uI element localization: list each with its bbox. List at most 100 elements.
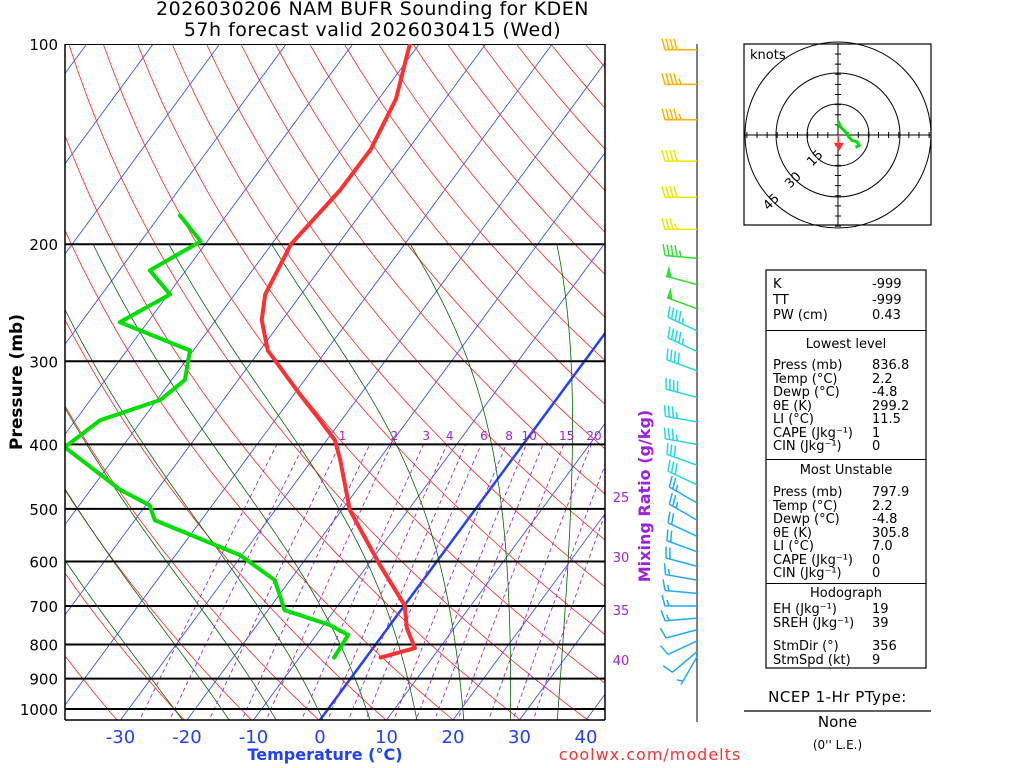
pressure-tick-label: 700 bbox=[29, 598, 58, 616]
moist-adiabat bbox=[65, 308, 324, 720]
pressure-tick-label: 100 bbox=[29, 36, 58, 54]
moist-adiabat bbox=[271, 243, 465, 720]
temperature-tick-label: 40 bbox=[575, 727, 598, 748]
mixing-ratio-line bbox=[139, 444, 278, 720]
chart-subtitle: 57h forecast valid 2026030415 (Wed) bbox=[183, 19, 562, 41]
panel-label: CIN (Jkg⁻¹) bbox=[773, 566, 842, 581]
temperature-tick-label: -10 bbox=[239, 727, 268, 748]
wind-barb bbox=[667, 326, 698, 353]
mixing-ratio-line bbox=[265, 444, 393, 720]
wind-barb bbox=[665, 265, 698, 286]
wind-barbs bbox=[659, 38, 698, 722]
panel-divider bbox=[766, 459, 926, 460]
wind-barb bbox=[666, 529, 698, 553]
wind-barb bbox=[661, 38, 697, 51]
wind-barb bbox=[665, 546, 698, 567]
wind-barb bbox=[660, 640, 698, 656]
profiles bbox=[65, 44, 417, 660]
isotherm bbox=[65, 44, 287, 345]
panel-value: 0.43 bbox=[872, 308, 901, 323]
moist-adiabat bbox=[168, 244, 418, 720]
indices-panel-frame bbox=[765, 269, 927, 669]
mixing-ratio-label: 20 bbox=[586, 429, 601, 443]
theta-w-label: 40 bbox=[613, 654, 630, 669]
moist-adiabat bbox=[65, 407, 277, 720]
panel-value: 356 bbox=[872, 639, 897, 654]
ptype-title: NCEP 1-Hr PType: bbox=[768, 688, 907, 706]
wind-barb bbox=[667, 305, 698, 332]
panel-label: CAPE (Jkg⁻¹) bbox=[773, 552, 853, 568]
mixing-ratio-lines bbox=[139, 444, 605, 720]
moist-adiabat bbox=[409, 243, 512, 720]
wind-barb bbox=[662, 244, 698, 260]
chart-title: 2026030206 NAM BUFR Sounding for KDEN bbox=[156, 0, 589, 20]
mixing-ratio-line bbox=[457, 444, 565, 720]
hodograph-trace bbox=[836, 120, 862, 149]
mixing-ratio-label: 10 bbox=[521, 429, 536, 443]
dry-adiabat bbox=[65, 405, 320, 720]
panel-section-title: Hodograph bbox=[810, 586, 882, 601]
theta-w-label: 30 bbox=[613, 551, 630, 566]
panel-label: Temp (°C) bbox=[773, 371, 838, 387]
panel-label: PW (cm) bbox=[773, 308, 828, 323]
moist-adiabat bbox=[556, 244, 573, 720]
panel-value: 7.0 bbox=[872, 539, 893, 554]
panel-value: 836.8 bbox=[872, 358, 910, 373]
mixing-ratio-line bbox=[241, 444, 371, 720]
dry-adiabat bbox=[65, 319, 387, 720]
mixing-ratio-line bbox=[169, 444, 305, 720]
wind-barb bbox=[663, 563, 698, 581]
mixing-ratio-label: 8 bbox=[505, 429, 513, 443]
ptype-value: None bbox=[817, 713, 858, 731]
dry-adiabat bbox=[274, 44, 605, 450]
wind-barb bbox=[661, 594, 697, 607]
isotherm bbox=[65, 44, 553, 706]
wind-barb bbox=[661, 73, 697, 86]
panel-label: θE (K) bbox=[773, 525, 812, 541]
dry-adiabat bbox=[68, 44, 589, 720]
isotherm bbox=[65, 44, 354, 436]
panel-label: LI (°C) bbox=[773, 412, 814, 427]
panel-value: -999 bbox=[872, 293, 902, 308]
mixing-ratio-label: 4 bbox=[446, 429, 454, 443]
wind-barb bbox=[668, 475, 698, 504]
panel-value: 11.5 bbox=[872, 412, 901, 427]
panel-label: Dewp (°C) bbox=[773, 385, 840, 400]
mixing-ratio-line bbox=[488, 444, 592, 720]
wind-barb bbox=[663, 404, 698, 423]
isotherm bbox=[519, 603, 605, 720]
panel-label: Press (mb) bbox=[773, 485, 843, 500]
panel-value: 9 bbox=[872, 653, 881, 668]
theta-w-label: 35 bbox=[613, 604, 630, 619]
mixing-ratio-line bbox=[532, 512, 605, 720]
panel-divider bbox=[766, 583, 926, 584]
isotherm bbox=[253, 242, 605, 720]
wind-barb bbox=[662, 579, 698, 595]
moist-adiabats bbox=[65, 243, 573, 720]
pressure-tick-label: 900 bbox=[29, 671, 58, 689]
mixing-ratio-label: 3 bbox=[422, 429, 430, 443]
dry-adiabat bbox=[65, 134, 522, 720]
temperature-tick-label: 10 bbox=[375, 727, 398, 748]
panel-value: 305.8 bbox=[872, 525, 910, 541]
isotherm bbox=[65, 44, 154, 165]
mixing-ratio-line bbox=[393, 444, 507, 720]
panel-value: 2.2 bbox=[872, 498, 893, 514]
panel-label: CIN (Jkg⁻¹) bbox=[773, 439, 842, 454]
dry-adiabat bbox=[65, 655, 118, 720]
isotherm bbox=[386, 422, 605, 720]
moist-adiabat bbox=[65, 559, 183, 720]
dry-adiabat bbox=[309, 44, 605, 405]
isobars bbox=[65, 44, 605, 710]
panel-label: TT bbox=[773, 293, 789, 308]
mixing-ratio-label: 15 bbox=[559, 429, 574, 443]
wind-barb bbox=[661, 186, 697, 199]
wind-barb bbox=[666, 442, 698, 466]
temperature-tick-label: -20 bbox=[172, 727, 201, 748]
wind-barb bbox=[661, 218, 697, 231]
panel-value: 2.2 bbox=[872, 371, 893, 387]
wind-barb bbox=[668, 492, 698, 521]
mixing-ratio-label: 1 bbox=[339, 429, 347, 443]
